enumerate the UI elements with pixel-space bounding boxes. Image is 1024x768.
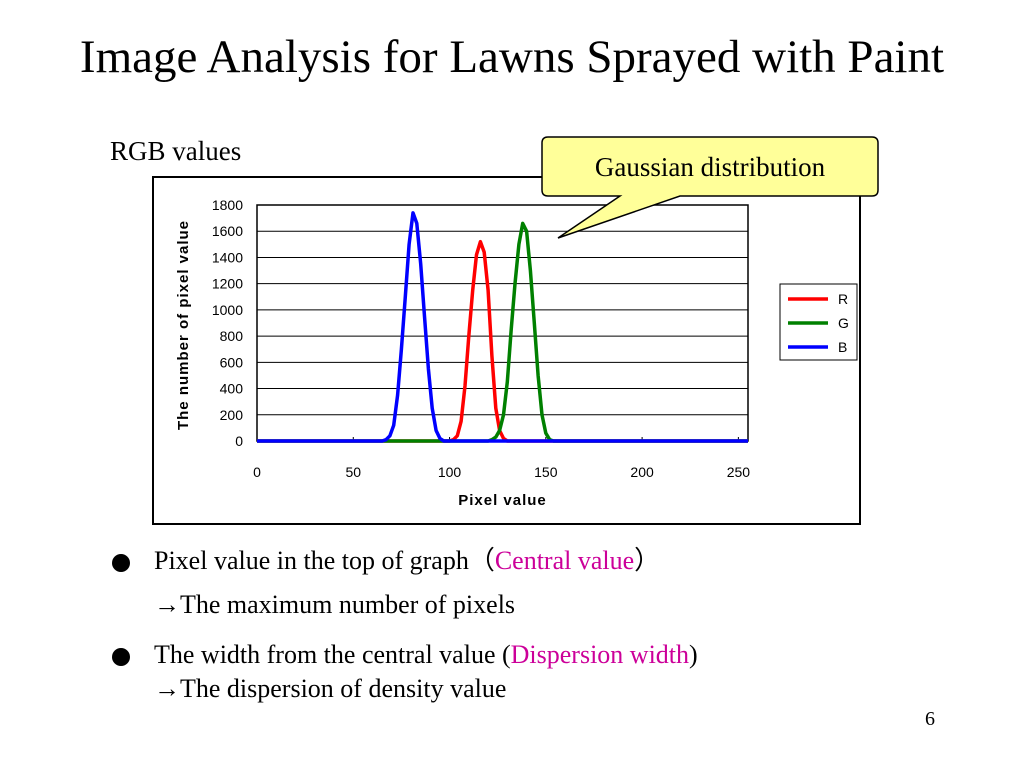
slide-title: Image Analysis for Lawns Sprayed with Pa…: [79, 31, 945, 83]
legend-label-r: R: [838, 291, 848, 307]
y-tick-label: 800: [220, 328, 244, 344]
legend-label-b: B: [838, 339, 847, 355]
series-line-g: [257, 221, 748, 443]
x-axis-label: Pixel value: [458, 492, 547, 509]
page-number: 6: [925, 708, 935, 730]
bullet-item-dispersion-width: The width from the central value (Disper…: [112, 642, 698, 686]
highlight-dispersion-width: Dispersion width: [510, 640, 690, 669]
highlight-central-value: Central value: [494, 546, 635, 575]
x-tick-label: 100: [438, 464, 462, 480]
bullet-list: Pixel value in the top of graph（Central …: [112, 548, 698, 726]
x-tick-label: 0: [253, 464, 261, 480]
y-axis-label: The number of pixel value: [175, 220, 192, 430]
y-tick-label: 1800: [212, 197, 243, 213]
x-tick-label: 200: [630, 464, 654, 480]
section-label: RGB values: [110, 136, 242, 166]
bullet-dot: [112, 648, 130, 666]
y-tick-label: 1000: [212, 302, 243, 318]
y-tick-label: 200: [220, 407, 244, 423]
y-tick-label: 1200: [212, 276, 243, 292]
y-tick-label: 400: [220, 381, 244, 397]
rgb-histogram-chart: 0 200 400 600 800 1000 1200 1400 1600 1800 0 50 100 1…: [175, 197, 858, 509]
bullet-text: The width from the central value (Disper…: [154, 640, 698, 669]
x-tick-label: 50: [345, 464, 361, 480]
x-tick-label: 250: [727, 464, 751, 480]
y-tick-label: 600: [220, 354, 244, 370]
bullet-subtext: →The dispersion of density value: [154, 674, 507, 703]
series-line-b: [257, 211, 748, 443]
bullet-text: Pixel value in the top of graph（Central …: [154, 546, 661, 575]
y-tick-label: 1400: [212, 249, 243, 265]
plot-area: [256, 204, 749, 442]
bullet-subtext: →The maximum number of pixels: [154, 590, 516, 619]
bullet-dot: [112, 554, 130, 572]
legend-label-g: G: [838, 315, 849, 331]
y-tick-label: 0: [235, 433, 243, 449]
y-tick-label: 1600: [212, 223, 243, 239]
x-tick-label: 150: [534, 464, 558, 480]
bullet-item-central-value: Pixel value in the top of graph（Central …: [112, 548, 660, 592]
